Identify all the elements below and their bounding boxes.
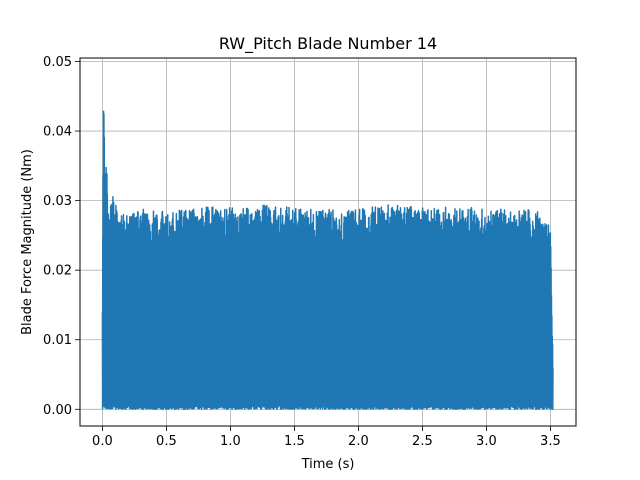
x-tick-label: 0.0: [92, 434, 113, 449]
x-tick-label: 1.0: [220, 434, 241, 449]
chart-title: RW_Pitch Blade Number 14: [219, 34, 437, 54]
series-line: [101, 110, 554, 411]
ticks: 0.0 0.5 1.0 1.5 2.0 2.5 3.0 3.5 0.00 0.01 0.02 0.03…: [43, 55, 561, 449]
x-axis-label: Time (s): [301, 457, 355, 472]
y-tick-label: 0.00: [43, 403, 72, 418]
axes-frame: [79, 57, 577, 427]
x-tick-label: 2.0: [348, 434, 369, 449]
x-tick-label: 1.5: [284, 434, 305, 449]
y-tick-label: 0.05: [43, 55, 72, 70]
y-axis-label: Blade Force Magnitude (Nm): [20, 149, 35, 335]
y-tick-label: 0.01: [43, 333, 72, 348]
y-tick-label: 0.03: [43, 194, 72, 209]
x-tick-label: 3.0: [476, 434, 497, 449]
y-tick-label: 0.02: [43, 264, 72, 279]
x-tick-label: 3.5: [540, 434, 561, 449]
x-tick-label: 2.5: [412, 434, 433, 449]
x-tick-label: 0.5: [156, 434, 177, 449]
y-tick-label: 0.04: [43, 125, 72, 140]
plot-area: [101, 110, 554, 411]
